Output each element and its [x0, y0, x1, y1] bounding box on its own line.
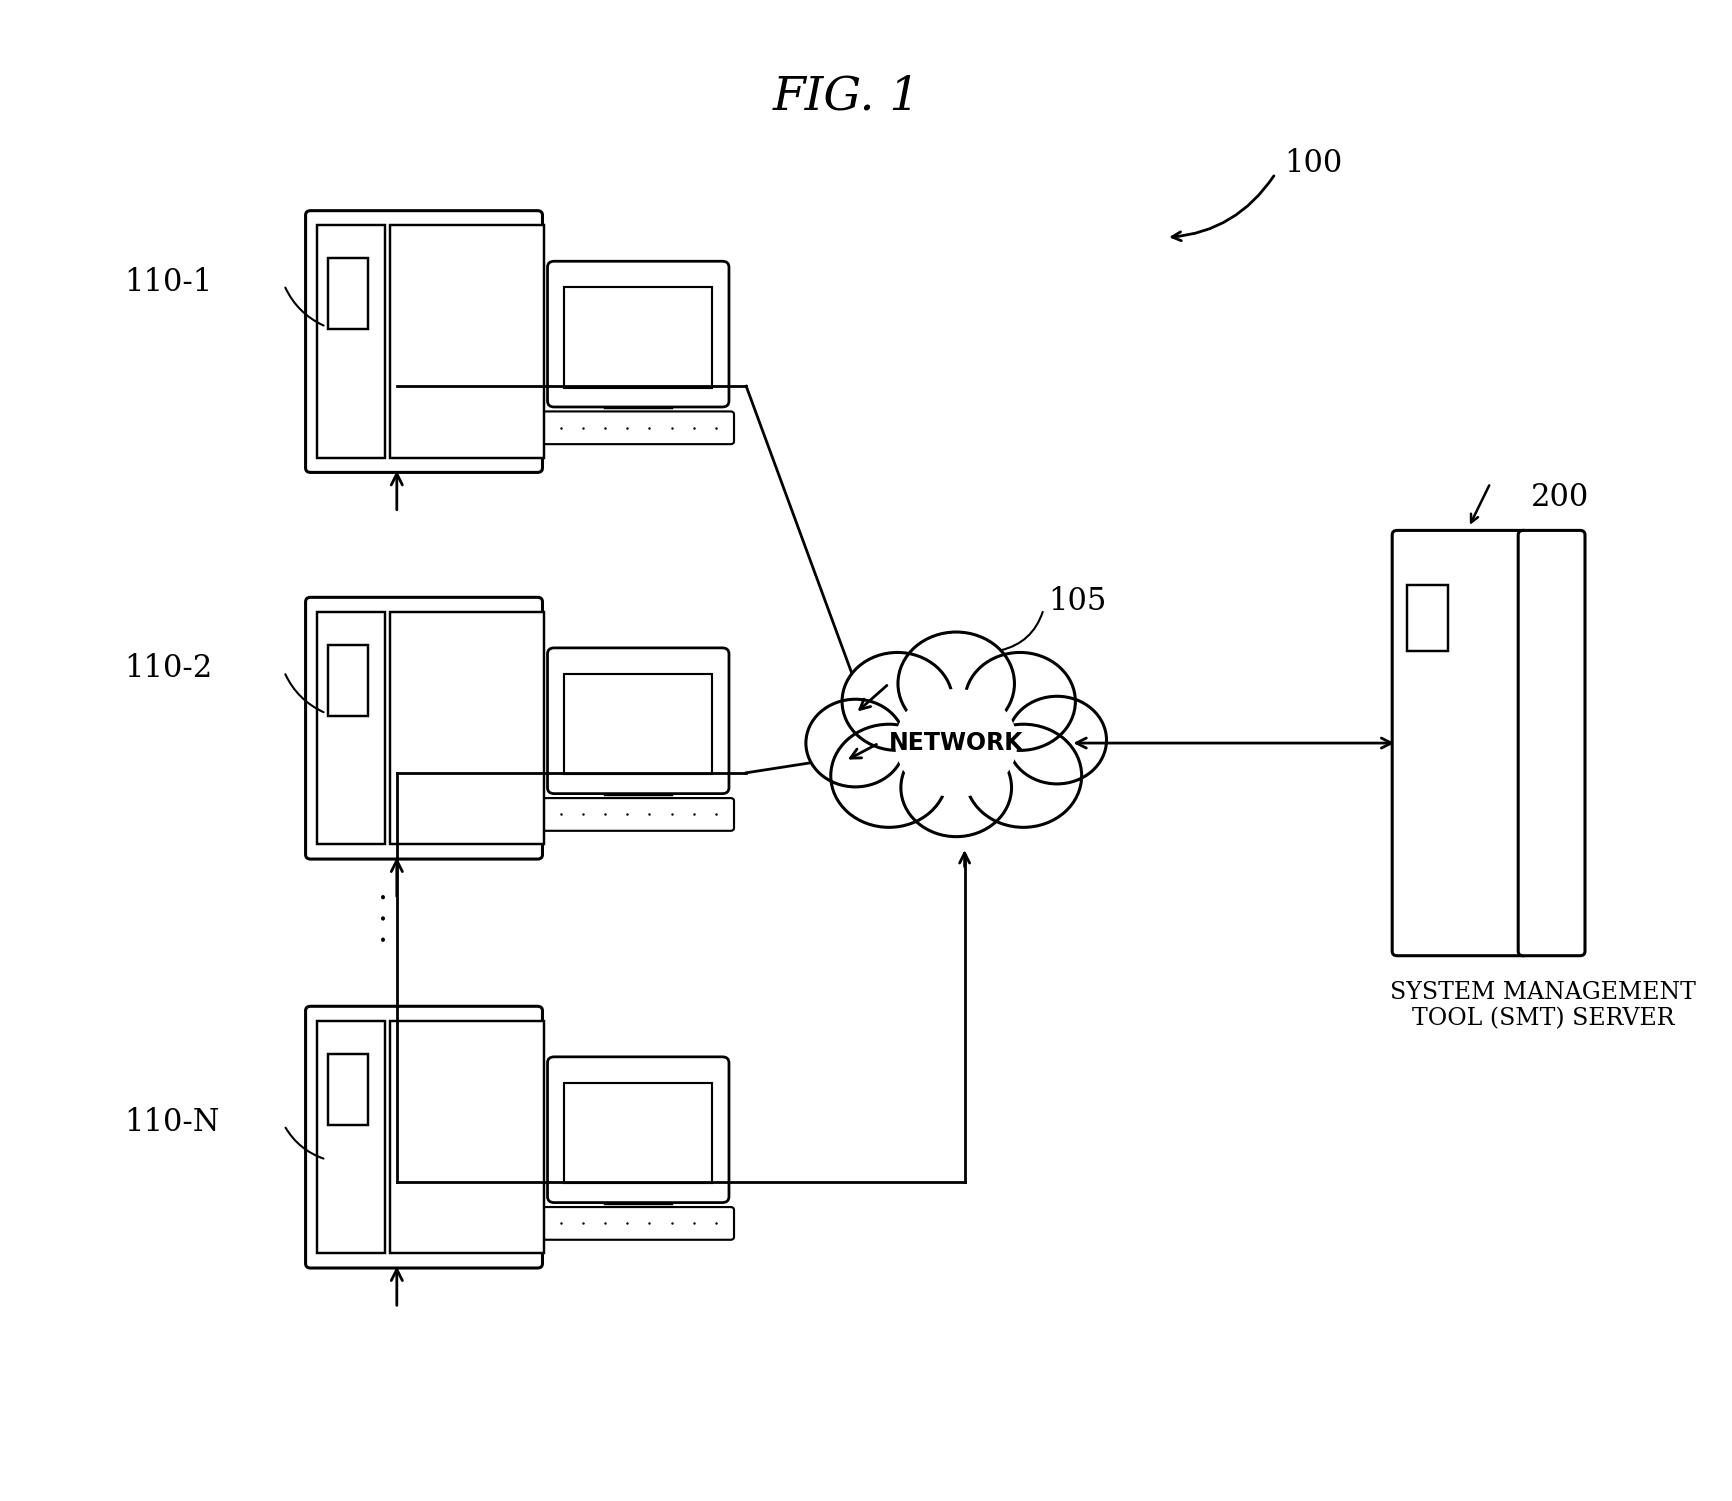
FancyBboxPatch shape [547, 1057, 729, 1202]
Circle shape [965, 723, 1082, 827]
Circle shape [1008, 696, 1107, 784]
FancyBboxPatch shape [542, 799, 734, 832]
Bar [390, 225, 544, 458]
Bar [390, 612, 544, 845]
Bar [327, 258, 369, 329]
FancyBboxPatch shape [547, 261, 729, 407]
FancyBboxPatch shape [547, 648, 729, 794]
FancyBboxPatch shape [1393, 530, 1528, 956]
Circle shape [842, 653, 953, 750]
Text: 110-N: 110-N [125, 1106, 220, 1138]
Text: 100: 100 [1283, 147, 1342, 179]
Text: FIG. 1: FIG. 1 [772, 74, 921, 119]
FancyBboxPatch shape [1519, 530, 1585, 956]
Bar [327, 1054, 369, 1124]
Circle shape [965, 653, 1076, 750]
Circle shape [897, 632, 1015, 735]
Bar [565, 287, 712, 387]
Circle shape [901, 738, 1011, 836]
Bar [390, 1021, 544, 1253]
Text: 105: 105 [1048, 587, 1107, 617]
Bar [565, 674, 712, 775]
Bar [1408, 585, 1448, 651]
Circle shape [831, 723, 947, 827]
Circle shape [895, 689, 1017, 797]
Bar [327, 645, 369, 716]
Circle shape [805, 699, 904, 787]
Text: 200: 200 [1531, 482, 1590, 512]
Bar [317, 1021, 386, 1253]
FancyBboxPatch shape [542, 1207, 734, 1240]
Text: SYSTEM MANAGEMENT
TOOL (SMT) SERVER: SYSTEM MANAGEMENT TOOL (SMT) SERVER [1391, 982, 1696, 1031]
Bar [317, 612, 386, 845]
FancyBboxPatch shape [542, 411, 734, 444]
Text: NETWORK: NETWORK [889, 731, 1024, 755]
Text: 110-2: 110-2 [125, 653, 213, 684]
FancyBboxPatch shape [305, 210, 542, 473]
Text: . . .: . . . [360, 892, 393, 944]
Bar [565, 1082, 712, 1183]
Text: 110-1: 110-1 [125, 267, 213, 297]
FancyBboxPatch shape [305, 1006, 542, 1268]
Bar [317, 225, 386, 458]
FancyBboxPatch shape [305, 597, 542, 859]
